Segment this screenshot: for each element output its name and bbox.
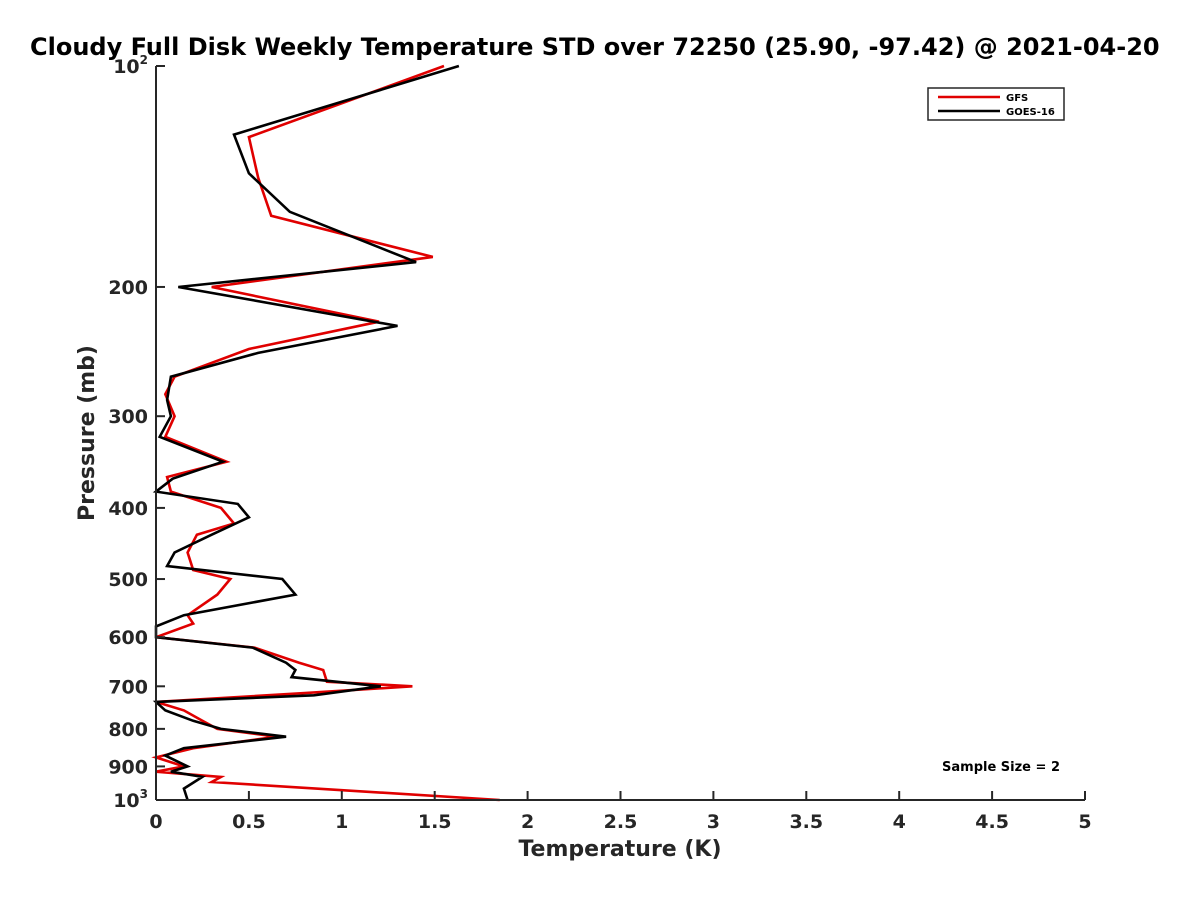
y-tick-label: 300 xyxy=(108,406,148,428)
y-tick-label: 900 xyxy=(108,756,148,778)
x-tick-label: 5 xyxy=(1078,811,1091,833)
y-axis-ticks: 102 200 300 400 500 600 700 800 900 103 xyxy=(108,53,165,812)
x-tick-label: 2.5 xyxy=(604,811,638,833)
x-axis-label: Temperature (K) xyxy=(518,837,721,862)
y-tick-label: 600 xyxy=(108,627,148,649)
y-tick-label: 200 xyxy=(108,277,148,299)
y-tick-label: 500 xyxy=(108,569,148,591)
y-tick-label: 102 xyxy=(113,53,148,78)
series-layer xyxy=(151,64,500,802)
x-tick-label: 1.5 xyxy=(418,811,452,833)
x-tick-label: 4.5 xyxy=(975,811,1009,833)
y-tick-label: 103 xyxy=(113,787,148,812)
series-line-goes-16 xyxy=(152,64,460,801)
y-tick-label: 400 xyxy=(108,498,148,520)
x-tick-label: 2 xyxy=(521,811,534,833)
chart-title: Cloudy Full Disk Weekly Temperature STD … xyxy=(30,33,1160,61)
x-tick-label: 3 xyxy=(707,811,720,833)
legend-label-gfs: GFS xyxy=(1006,93,1028,104)
x-tick-label: 0 xyxy=(149,811,162,833)
sample-size-annotation: Sample Size = 2 xyxy=(942,760,1060,775)
x-tick-label: 3.5 xyxy=(789,811,823,833)
x-axis-ticks: 0 0.5 1 1.5 2 2.5 3 3.5 4 4.5 5 xyxy=(149,791,1092,833)
y-tick-label: 700 xyxy=(108,676,148,698)
x-tick-label: 1 xyxy=(335,811,348,833)
legend-label-goes-16: GOES-16 xyxy=(1006,107,1055,118)
legend: GFS GOES-16 xyxy=(927,87,1065,121)
legend-box xyxy=(927,87,1065,121)
y-tick-label: 800 xyxy=(108,719,148,741)
y-axis-label: Pressure (mb) xyxy=(75,345,100,521)
x-tick-label: 0.5 xyxy=(232,811,266,833)
x-tick-label: 4 xyxy=(893,811,906,833)
